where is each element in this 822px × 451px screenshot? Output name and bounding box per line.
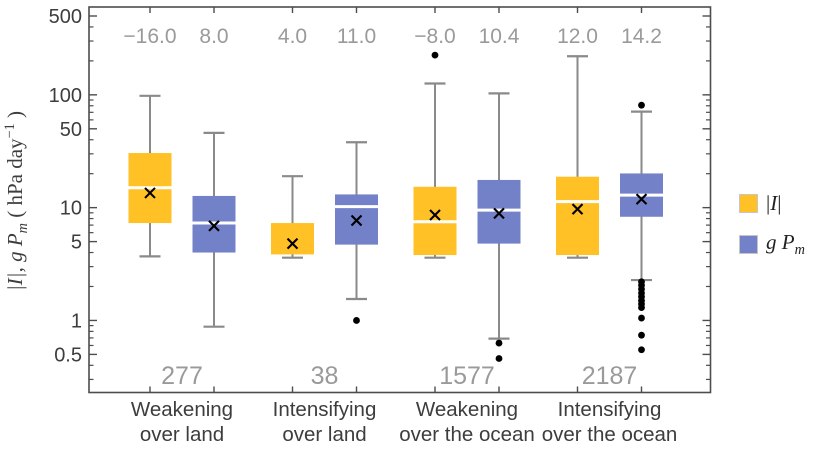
legend-label-gPm: g Pm — [766, 230, 805, 259]
y-axis-label-bar: | — [3, 285, 27, 291]
legend-item-I: |I| — [739, 191, 805, 216]
box-I — [271, 223, 314, 255]
category-label-line2: over land — [282, 423, 366, 446]
category-label-line1: Intensifying — [558, 398, 662, 421]
category-label-line1: Weakening — [416, 398, 518, 421]
mean-marker — [493, 207, 505, 220]
y-axis-unit: ( hPa day — [3, 138, 27, 224]
mean-annotation: 14.2 — [621, 25, 662, 48]
mean-marker — [429, 209, 441, 221]
outlier-dot — [353, 317, 360, 324]
mean-marker — [635, 193, 648, 205]
mean-annotation: 8.0 — [199, 25, 228, 48]
mean-marker — [350, 214, 363, 227]
mean-annotation: 12.0 — [557, 25, 598, 48]
y-axis-label-I: I — [3, 278, 27, 286]
mean-marker — [208, 220, 220, 232]
box-I — [556, 176, 599, 256]
outlier-dot — [638, 314, 645, 322]
category-label-line2: over the ocean — [542, 423, 678, 446]
category-label-line2: over the ocean — [399, 423, 535, 446]
category-label-line1: Weakening — [131, 398, 233, 421]
y-tick-label: 1 — [71, 310, 82, 332]
mean-marker — [571, 203, 584, 215]
count-label: 2187 — [582, 362, 638, 390]
box-gPm — [477, 179, 521, 244]
y-tick-label: 5 — [71, 232, 82, 254]
category-label-line2: over land — [140, 423, 224, 446]
y-axis-label-sub: m — [15, 223, 32, 234]
mean-annotation: 10.4 — [479, 25, 520, 48]
mean-marker — [144, 187, 156, 199]
legend-swatch-I — [739, 194, 758, 213]
y-tick-label: 100 — [49, 85, 82, 107]
outlier-dot — [638, 101, 645, 109]
y-tick-label: 500 — [49, 6, 82, 28]
plot-frame — [88, 6, 712, 394]
count-label: 38 — [311, 362, 339, 390]
count-label: 277 — [161, 362, 203, 390]
y-axis-unit-close: ) — [3, 111, 27, 124]
legend-label-I: |I| — [766, 191, 782, 215]
legend: |I| g Pm — [739, 191, 805, 273]
legend-item-gPm: g Pm — [739, 230, 805, 259]
legend-swatch-gPm — [739, 235, 758, 255]
mean-annotation: 11.0 — [337, 25, 376, 48]
mean-annotation: −16.0 — [123, 25, 176, 48]
count-label: 1577 — [439, 362, 495, 390]
y-axis-label-gP: g P — [3, 233, 27, 268]
y-axis-label-bar2: |, — [3, 267, 27, 279]
y-axis-unit-exponent: −1 — [2, 123, 18, 139]
outlier-dot — [431, 51, 439, 59]
mean-marker — [286, 237, 299, 250]
category-label-line1: Intensifying — [273, 398, 377, 421]
mean-annotation: −8.0 — [414, 25, 455, 48]
outlier-dot — [495, 355, 503, 362]
outlier-dot — [495, 339, 503, 347]
y-tick-label: 50 — [60, 119, 82, 141]
y-tick-label: 10 — [60, 198, 82, 220]
outlier-dot — [638, 304, 645, 311]
outlier-dot — [638, 346, 645, 354]
y-tick-label: 0.5 — [54, 344, 82, 366]
y-axis-label: |I|, g Pm ( hPa day−1 ) — [2, 1, 32, 401]
outlier-dot — [638, 331, 645, 339]
mean-annotation: 4.0 — [278, 25, 307, 48]
